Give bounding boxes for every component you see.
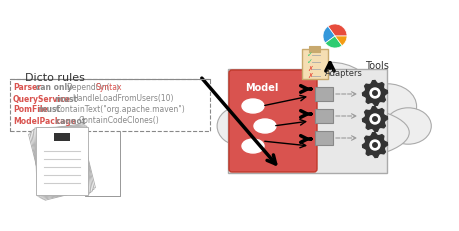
Text: Tools: Tools	[364, 61, 388, 71]
Text: Syntax: Syntax	[95, 83, 122, 92]
Wedge shape	[327, 24, 346, 36]
Ellipse shape	[217, 106, 263, 146]
Circle shape	[369, 88, 379, 98]
Polygon shape	[362, 106, 386, 131]
Ellipse shape	[290, 62, 369, 117]
Text: ✓: ✓	[306, 52, 312, 58]
Bar	[314, 87, 332, 101]
Text: must: must	[52, 94, 79, 103]
FancyBboxPatch shape	[228, 69, 386, 173]
Ellipse shape	[253, 119, 275, 133]
Ellipse shape	[357, 84, 416, 129]
Circle shape	[372, 117, 376, 121]
Bar	[32, 124, 92, 198]
FancyBboxPatch shape	[10, 79, 210, 131]
Ellipse shape	[384, 108, 431, 144]
Circle shape	[372, 91, 376, 95]
Text: PomFile: PomFile	[13, 106, 48, 115]
Circle shape	[369, 140, 379, 150]
Bar	[314, 131, 332, 145]
Text: ContainText("org.apache.maven"): ContainText("org.apache.maven")	[56, 106, 185, 115]
Bar	[30, 123, 94, 199]
Bar	[314, 109, 332, 123]
Circle shape	[369, 114, 379, 124]
Circle shape	[372, 143, 376, 147]
Text: DependOn(: DependOn(	[66, 83, 109, 92]
Wedge shape	[322, 26, 334, 43]
Bar	[33, 125, 91, 197]
Ellipse shape	[233, 78, 301, 127]
Text: Dicto rules: Dicto rules	[25, 73, 85, 83]
Text: Adapters: Adapters	[325, 69, 362, 78]
Text: ModelPackage: ModelPackage	[13, 116, 76, 125]
Text: ✓: ✓	[306, 59, 312, 65]
Text: HandleLoadFromUsers(10): HandleLoadFromUsers(10)	[72, 94, 174, 103]
Ellipse shape	[241, 139, 263, 153]
Text: can only: can only	[33, 83, 74, 92]
Text: must: must	[36, 106, 63, 115]
Bar	[36, 127, 88, 195]
Bar	[28, 122, 95, 200]
Text: cannot: cannot	[52, 116, 88, 125]
FancyBboxPatch shape	[229, 70, 316, 172]
Text: ): )	[115, 83, 118, 92]
Bar	[35, 126, 89, 196]
Polygon shape	[362, 80, 386, 106]
Text: ✗: ✗	[306, 66, 312, 72]
FancyBboxPatch shape	[309, 46, 320, 52]
Text: QueryService: QueryService	[13, 94, 71, 103]
Ellipse shape	[241, 99, 263, 113]
Wedge shape	[334, 36, 346, 46]
FancyBboxPatch shape	[302, 49, 327, 79]
Wedge shape	[325, 36, 341, 48]
Ellipse shape	[230, 103, 409, 162]
Text: ContainCodeClones(): ContainCodeClones()	[79, 116, 159, 125]
Polygon shape	[362, 133, 386, 158]
Text: Parser: Parser	[13, 83, 41, 92]
Text: ✗: ✗	[306, 73, 312, 79]
Bar	[54, 133, 70, 141]
Text: Model: Model	[245, 83, 278, 93]
